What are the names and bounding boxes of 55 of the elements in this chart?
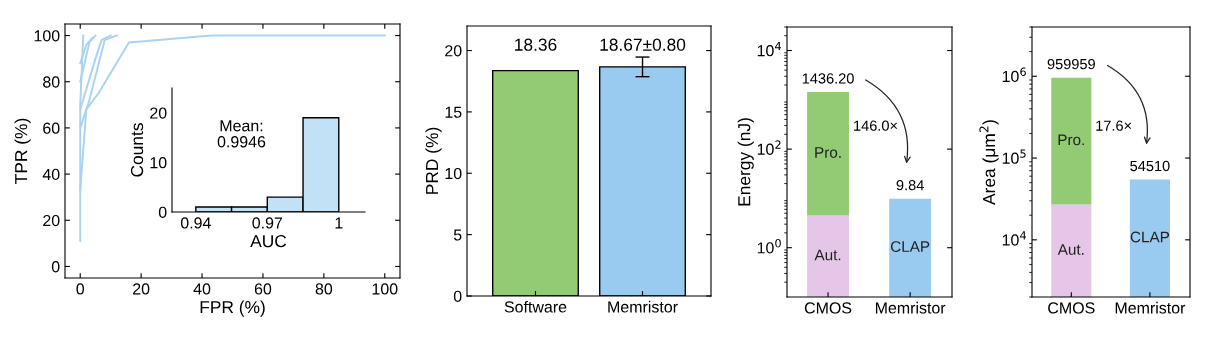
y-tick-label: 10$^{6}$	[1002, 67, 1026, 83]
y-tick-label: 10$^{4}$	[757, 41, 781, 57]
data-label: 18.36	[515, 38, 557, 51]
total-label: 1436.20	[802, 73, 854, 84]
x-tick-label: 80	[315, 283, 333, 295]
y-axis-title: Area (μm$^{2}$)	[979, 120, 999, 205]
series-label: CLAP	[890, 241, 930, 252]
series-label: Pro.	[1058, 134, 1084, 146]
data-label: 18.67±0.80	[600, 38, 686, 51]
x-axis-title: AUC	[250, 234, 287, 248]
total-label: 9.84	[896, 179, 924, 191]
y-tick-label: 10$^{0}$	[757, 238, 781, 254]
x-tick-label: Memristor	[875, 301, 946, 314]
y-tick-label: 60	[43, 122, 60, 134]
x-tick-label: 60	[254, 283, 272, 295]
total-label: 959959	[1047, 58, 1095, 70]
y-tick-label: 40	[42, 168, 60, 181]
y-tick-label: 0	[158, 206, 167, 218]
y-axis-title: Energy (nJ)	[737, 118, 754, 206]
y-tick-label: 100	[34, 30, 60, 42]
x-axis-title: FPR (%)	[200, 300, 265, 317]
y-axis-title: Counts	[130, 123, 144, 177]
x-tick-label: CMOS	[804, 302, 852, 314]
series-label: Pro.	[815, 147, 841, 158]
x-tick-label: Memristor	[608, 300, 678, 313]
series-label: Aut.	[814, 249, 841, 261]
y-tick-label: 20	[150, 107, 167, 119]
y-tick-label: 5	[453, 229, 462, 241]
y-tick-label: 10	[445, 167, 462, 180]
y-axis-title: PRD (%)	[425, 127, 442, 194]
total-label: 54510	[1130, 160, 1170, 172]
annotation: 17.6×	[1096, 120, 1132, 131]
x-tick-label: 0.97	[252, 217, 283, 229]
x-tick-label: 40	[193, 283, 211, 295]
x-tick-label: Software	[504, 300, 567, 313]
series-label: CLAP	[1130, 231, 1170, 243]
x-tick-label: 0.94	[180, 217, 211, 229]
x-tick-label: 1	[335, 217, 343, 229]
series-label: Aut.	[1057, 244, 1084, 255]
annotation: 146.0×	[854, 120, 898, 131]
x-tick-label: 20	[133, 283, 150, 295]
y-tick-label: 80	[43, 76, 60, 88]
x-tick-label: CMOS	[1048, 302, 1095, 314]
y-axis-title: TPR (%)	[14, 118, 31, 184]
annotation: Mean: 0.9946	[217, 120, 266, 148]
x-tick-label: Memristor	[1115, 301, 1186, 314]
y-tick-label: 10$^{5}$	[1002, 149, 1026, 164]
x-tick-label: 0	[76, 283, 85, 295]
y-tick-label: 0	[51, 261, 60, 273]
y-tick-label: 10	[150, 157, 167, 169]
x-tick-label: 100	[372, 283, 398, 295]
y-tick-label: 20	[445, 45, 462, 57]
y-tick-label: 10$^{2}$	[757, 140, 781, 155]
y-tick-label: 15	[445, 106, 462, 118]
y-tick-label: 10$^{4}$	[1002, 231, 1026, 246]
